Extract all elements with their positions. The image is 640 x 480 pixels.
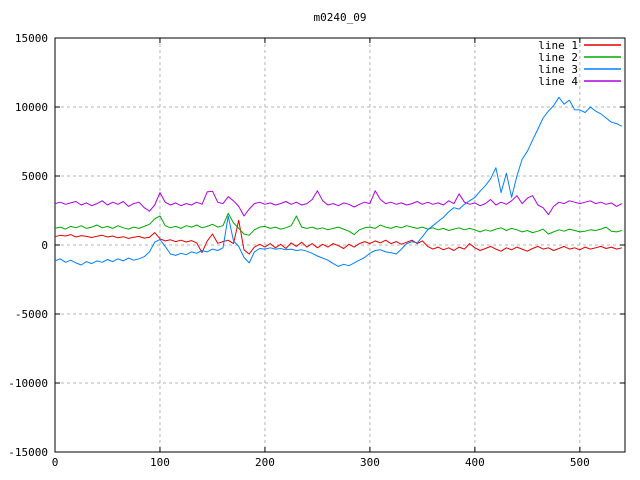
x-axis-label: 200 — [255, 456, 275, 469]
series-2-line — [54, 212, 623, 236]
x-axis-label: 500 — [570, 456, 590, 469]
x-axis-label: 0 — [52, 456, 59, 469]
y-axis-label: 5000 — [22, 170, 49, 183]
series-3-line — [54, 96, 623, 267]
x-axis-label: 300 — [360, 456, 380, 469]
legend-label-2: line 2 — [538, 51, 578, 64]
y-axis-label: 0 — [41, 239, 48, 252]
y-axis-label: 15000 — [15, 32, 48, 45]
series-1-line — [54, 219, 623, 255]
legend-label-4: line 4 — [538, 75, 578, 88]
x-axis-label: 100 — [150, 456, 170, 469]
chart-title: m0240_09 — [313, 11, 367, 24]
y-axis-label: 10000 — [15, 101, 48, 114]
y-axis-label: -15000 — [8, 446, 48, 459]
y-axis-label: -5000 — [15, 308, 48, 321]
legend-label-3: line 3 — [538, 63, 578, 76]
series-4-line — [54, 190, 623, 217]
x-axis-label: 400 — [465, 456, 485, 469]
legend-label-1: line 1 — [538, 39, 578, 52]
y-axis-label: -10000 — [8, 377, 48, 390]
